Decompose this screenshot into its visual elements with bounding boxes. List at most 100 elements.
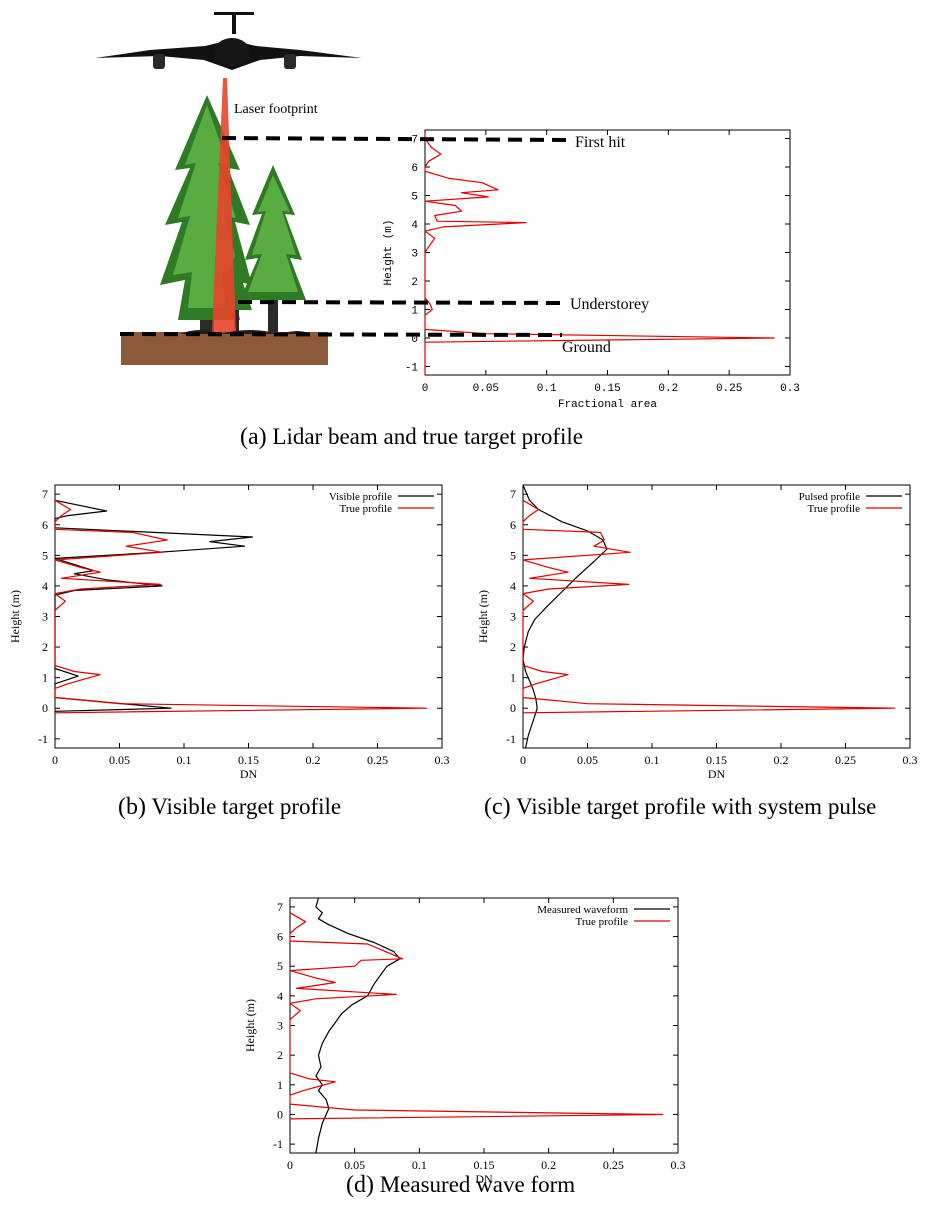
y-tick-label: 2 (42, 640, 48, 654)
y-tick-label: 3 (42, 610, 48, 624)
x-tick-label: 0.15 (238, 753, 259, 767)
chart-c: 0 0.05 0.1 0.15 0.2 0.25 0.3 -1 0 1 2 3 4 5 6 7 DN Height… (476, 484, 918, 781)
y-tick-label: 6 (277, 930, 283, 944)
series-line-true-profile (54, 499, 428, 714)
laser-footprint-label: Laser footprint (234, 102, 318, 117)
y-tick-label: 2 (277, 1048, 283, 1062)
x-tick-label: 0.05 (109, 753, 130, 767)
x-tick-label: 0.05 (473, 383, 499, 395)
series-line-true-profile (522, 499, 896, 714)
legend-label: Measured waveform (537, 904, 628, 916)
x-tick-label: 0 (422, 383, 429, 395)
caption-c: (c) Visible target profile with system p… (484, 794, 876, 821)
x-tick-label: 0.1 (645, 753, 660, 767)
x-tick-label: 0.05 (577, 753, 598, 767)
x-axis-label: DN (475, 1172, 493, 1186)
series-line-measured-waveform (315, 897, 401, 1154)
legend-label: True profile (340, 503, 393, 515)
ground-label: Ground (562, 339, 611, 356)
x-tick-label: 0.2 (774, 753, 789, 767)
x-tick-label: 0.1 (412, 1158, 427, 1172)
legend-label: True profile (808, 503, 861, 515)
y-axis-label: Height (m) (383, 219, 395, 285)
y-tick-label: 6 (42, 518, 48, 532)
caption-c-text: Visible target profile with system pulse (515, 794, 877, 819)
caption-d: (d) Measured wave form (346, 1172, 575, 1199)
legend-label: Visible profile (329, 491, 392, 503)
x-tick-label: 0.05 (344, 1158, 365, 1172)
first-hit-leader (221, 136, 569, 142)
caption-d-label: (d) (346, 1172, 374, 1198)
y-axis-label: Height (m) (8, 590, 22, 643)
x-tick-label: 0.25 (716, 383, 742, 395)
y-tick-label: 0 (411, 334, 418, 346)
x-tick-label: 0.3 (671, 1158, 686, 1172)
series-line-true-profile (424, 132, 775, 375)
caption-a: (a) Lidar beam and true target profile (240, 424, 583, 451)
y-tick-label: 7 (42, 487, 48, 501)
chart-d: 0 0.05 0.1 0.15 0.2 0.25 0.3 -1 0 1 2 3 4 5 6 7 DN Height… (243, 897, 686, 1186)
caption-b-text: Visible target profile (151, 794, 342, 819)
y-tick-label: -1 (273, 1137, 283, 1151)
y-tick-label: 0 (42, 701, 48, 715)
x-tick-label: 0 (520, 753, 526, 767)
y-tick-label: 4 (411, 220, 418, 232)
x-tick-label: 0.1 (177, 753, 192, 767)
x-tick-label: 0.3 (780, 383, 800, 395)
caption-a-text: Lidar beam and true target profile (272, 424, 583, 449)
x-tick-label: 0.1 (537, 383, 557, 395)
x-axis-label: Fractional area (558, 399, 657, 411)
caption-d-text: Measured wave form (379, 1172, 576, 1197)
understorey-leader (237, 300, 563, 305)
x-tick-label: 0.3 (903, 753, 918, 767)
ground-soil (121, 332, 328, 365)
y-tick-label: 2 (411, 277, 418, 289)
y-tick-label: 6 (411, 163, 418, 175)
chart-b: 0 0.05 0.1 0.15 0.2 0.25 0.3 -1 0 1 2 3 4 5 6 7 DN Height… (8, 484, 450, 781)
x-tick-label: 0.2 (658, 383, 678, 395)
y-tick-label: 7 (277, 900, 283, 914)
caption-c-label: (c) (484, 794, 511, 820)
legend-label: Pulsed profile (799, 491, 861, 503)
y-tick-label: 5 (510, 548, 516, 562)
ground-leader (119, 332, 563, 337)
y-tick-label: 4 (42, 579, 48, 593)
x-tick-label: 0.25 (603, 1158, 624, 1172)
y-tick-label: 3 (411, 249, 418, 261)
x-tick-label: 0.15 (594, 383, 620, 395)
series-line-pulsed-profile (522, 484, 608, 749)
y-tick-label: 1 (510, 671, 516, 685)
y-tick-label: 7 (510, 487, 516, 501)
y-tick-label: 2 (510, 640, 516, 654)
y-tick-label: -1 (38, 732, 48, 746)
y-tick-label: 0 (277, 1107, 283, 1121)
y-tick-label: 0 (510, 701, 516, 715)
x-tick-label: 0.3 (435, 753, 450, 767)
y-tick-label: -1 (405, 362, 419, 374)
laser-beam (212, 78, 236, 334)
y-tick-label: 1 (411, 305, 418, 317)
airplane-icon (95, 12, 362, 70)
x-axis-label: DN (240, 767, 258, 781)
y-tick-label: 5 (411, 192, 418, 204)
y-tick-label: 5 (42, 548, 48, 562)
leader-lines (119, 136, 569, 337)
caption-b: (b) Visible target profile (118, 794, 341, 821)
understorey-label: Understorey (570, 296, 649, 313)
y-tick-label: 1 (42, 671, 48, 685)
y-tick-label: 3 (510, 610, 516, 624)
y-tick-label: 4 (510, 579, 516, 593)
x-tick-label: 0 (287, 1158, 293, 1172)
x-tick-label: 0.15 (474, 1158, 495, 1172)
x-axis-label: DN (708, 767, 726, 781)
y-tick-label: 6 (510, 518, 516, 532)
y-tick-label: 4 (277, 989, 283, 1003)
y-tick-label: 5 (277, 959, 283, 973)
caption-b-label: (b) (118, 794, 146, 820)
x-tick-label: 0.25 (835, 753, 856, 767)
x-tick-label: 0 (52, 753, 58, 767)
y-tick-label: 7 (411, 135, 418, 147)
y-axis-label: Height (m) (243, 999, 257, 1052)
chart-a: 0 0.05 0.1 0.15 0.2 0.25 0.3-101234567Fraction… (383, 129, 800, 411)
